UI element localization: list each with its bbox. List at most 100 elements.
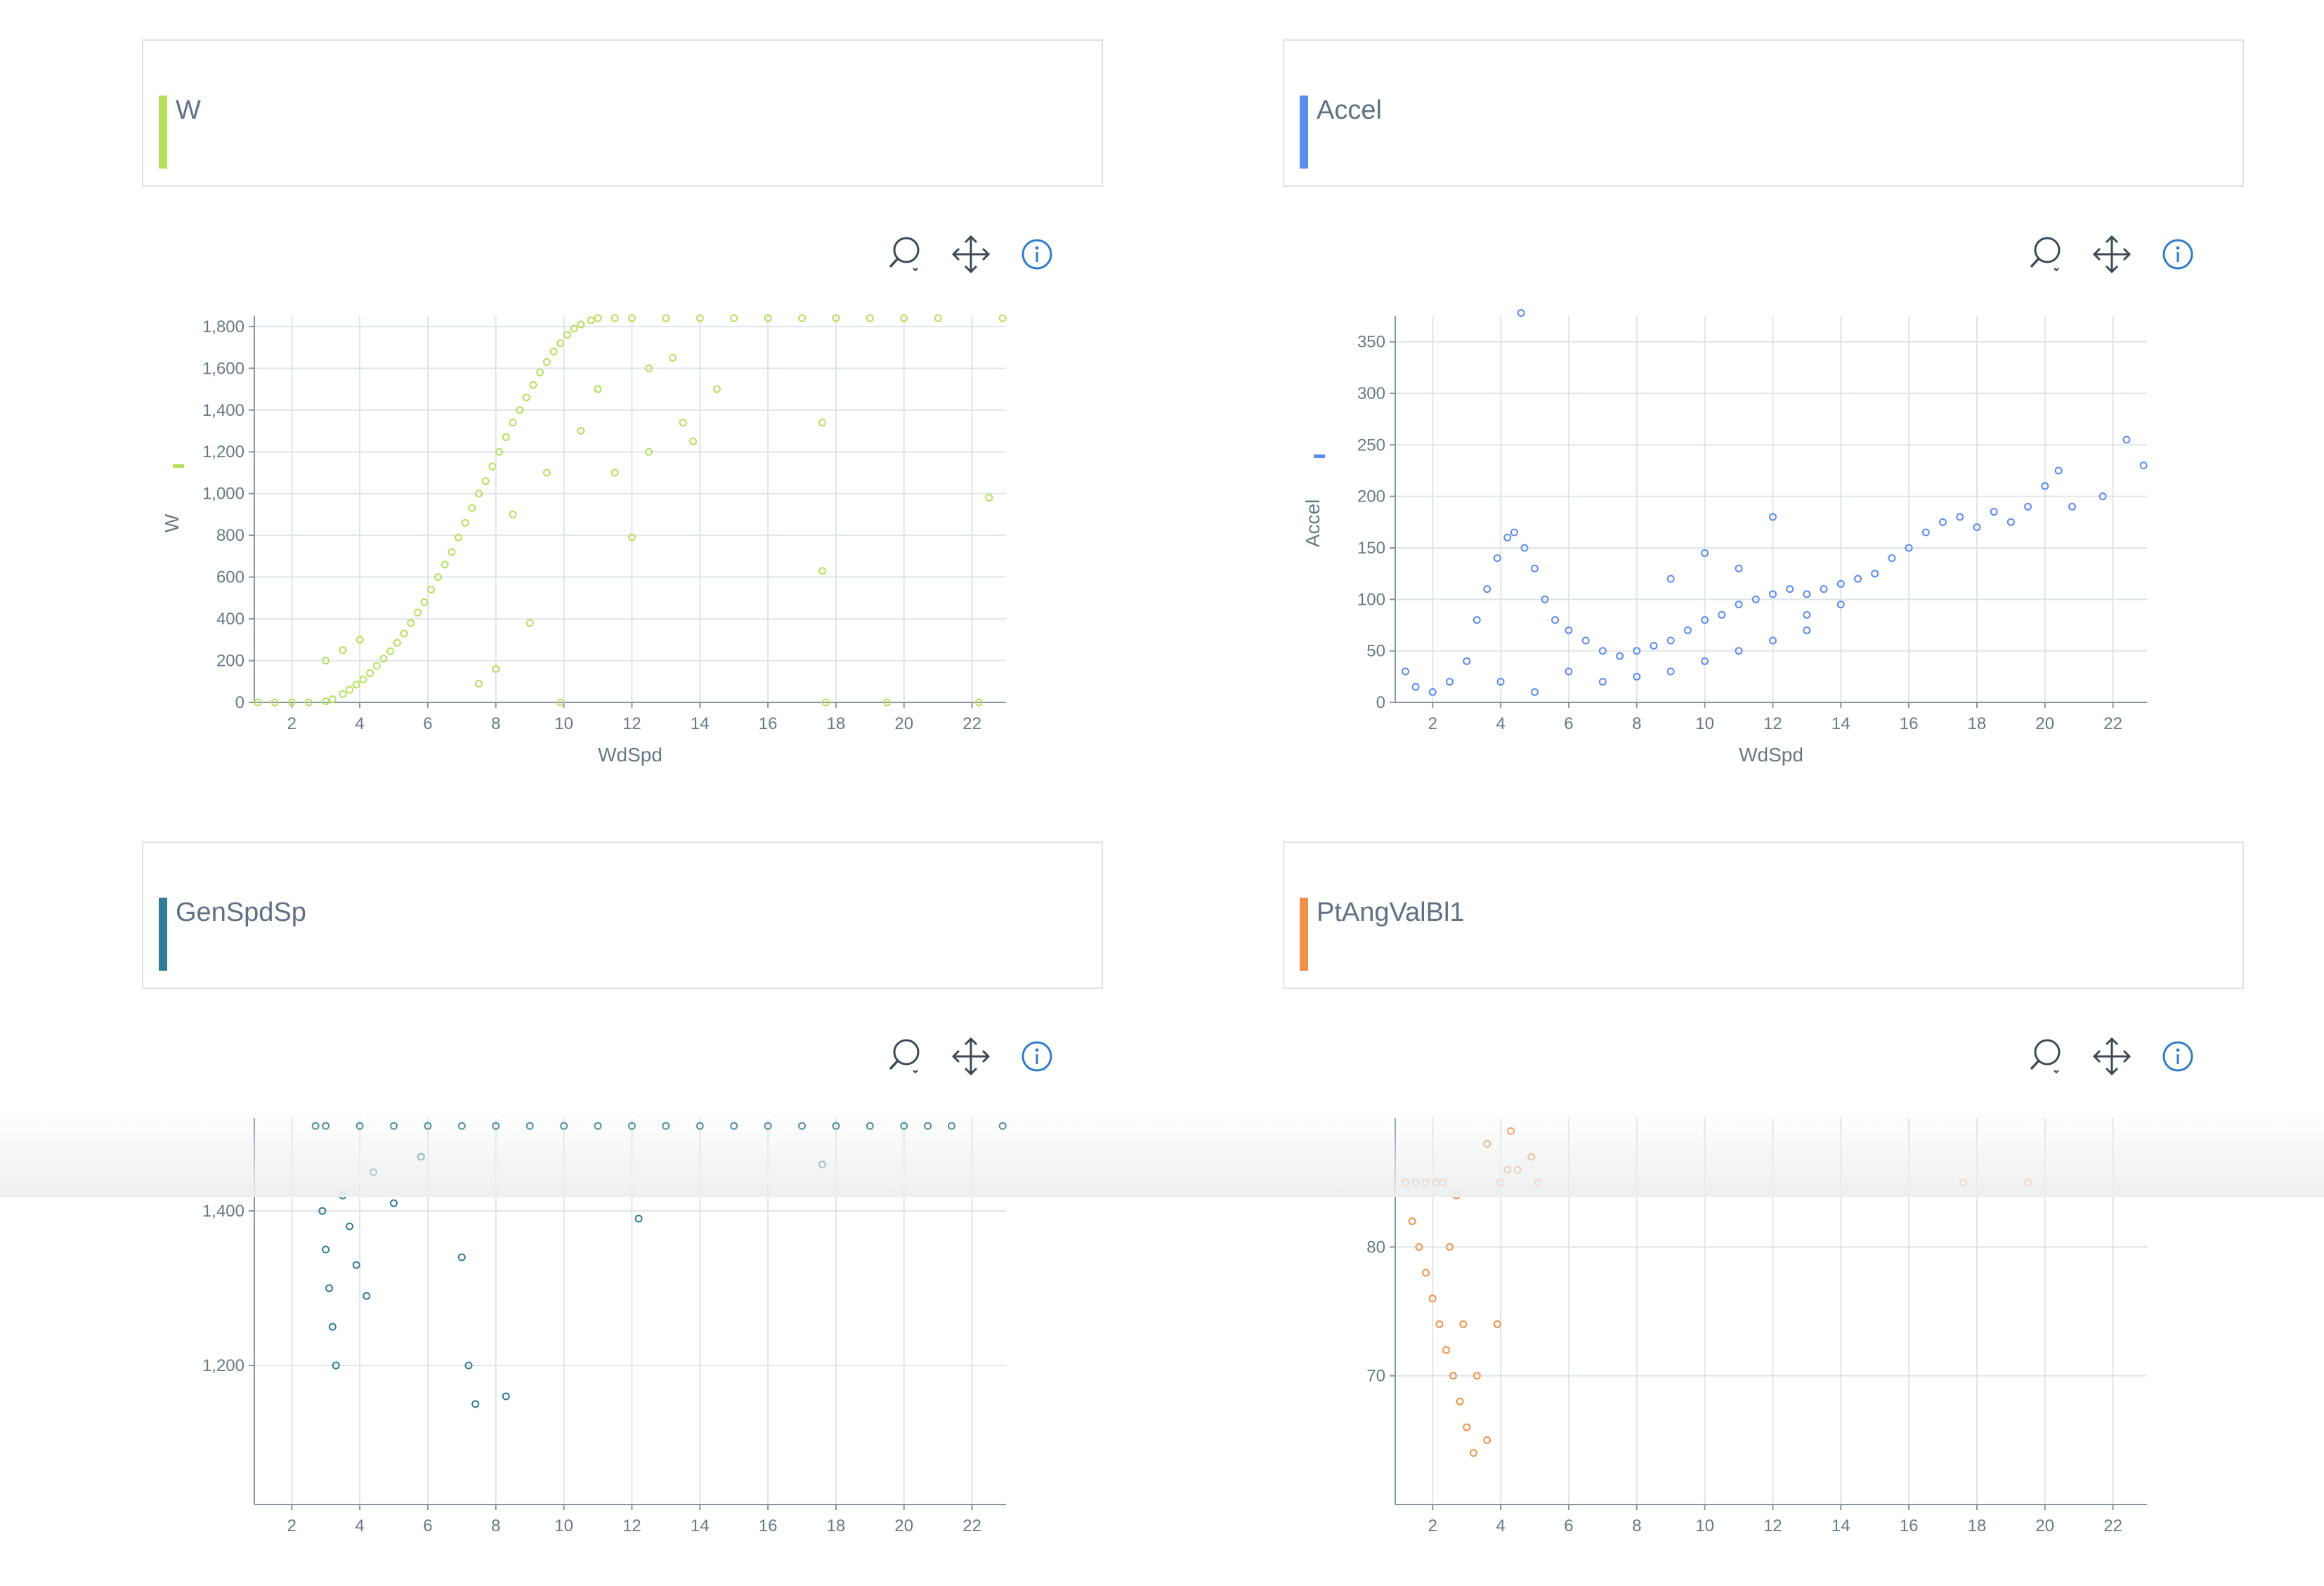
data-point — [611, 468, 619, 477]
zoom-icon[interactable] — [2028, 1035, 2070, 1077]
data-point — [1666, 667, 1675, 676]
chart-panel-ptangvalbl1: PtAngValBl1 2 4 6 8 10 12 14 16 18 20 22 70 80 — [1283, 841, 2245, 1586]
series-color-bar — [1300, 898, 1308, 971]
data-point — [1888, 554, 1896, 563]
data-point — [475, 490, 483, 498]
x-tick-label: 20 — [2035, 1516, 2054, 1535]
legend-marker — [173, 464, 184, 468]
data-point — [2054, 466, 2063, 475]
x-tick-label: 14 — [691, 1516, 710, 1535]
x-tick-label: 20 — [2035, 714, 2054, 733]
y-tick-label: 300 — [1357, 384, 1385, 403]
data-point — [363, 1292, 371, 1300]
data-point — [311, 1122, 320, 1130]
x-tick-label: 18 — [1968, 1516, 1987, 1535]
data-point — [2024, 1179, 2032, 1187]
data-point — [1768, 590, 1777, 598]
y-tick-label: 100 — [1357, 590, 1385, 609]
y-tick-label: 0 — [1376, 693, 1385, 712]
data-point — [556, 698, 565, 707]
data-point — [346, 1222, 354, 1231]
data-point — [1503, 1165, 1512, 1174]
data-point — [730, 314, 738, 322]
pan-icon[interactable] — [950, 1035, 992, 1077]
info-icon[interactable] — [2157, 1035, 2199, 1077]
data-point — [662, 1122, 670, 1130]
info-icon[interactable] — [1016, 1035, 1058, 1077]
y-tick-label: 250 — [1357, 435, 1385, 454]
data-point — [542, 468, 551, 477]
data-point — [2068, 502, 2076, 511]
data-point — [304, 698, 313, 707]
data-point — [832, 314, 840, 322]
zoom-icon[interactable] — [887, 233, 929, 275]
data-point — [1565, 626, 1573, 634]
x-tick-label: 18 — [1968, 714, 1987, 733]
x-tick-label: 10 — [1695, 1516, 1714, 1535]
x-tick-label: 10 — [1695, 714, 1714, 733]
panel-header: PtAngValBl1 — [1283, 841, 2244, 989]
data-point — [352, 1261, 360, 1269]
data-point — [866, 1122, 874, 1130]
data-point — [1956, 513, 1964, 521]
data-point — [1531, 688, 1539, 696]
info-icon[interactable] — [2157, 233, 2199, 275]
zoom-icon[interactable] — [887, 1035, 929, 1077]
data-point — [764, 314, 772, 322]
pan-icon[interactable] — [2091, 1035, 2133, 1077]
x-tick-label: 14 — [691, 714, 710, 733]
data-point — [998, 314, 1007, 322]
data-point — [594, 314, 602, 322]
data-point — [322, 1245, 330, 1254]
data-point — [287, 698, 296, 707]
x-tick-label: 22 — [962, 1516, 981, 1535]
y-tick-label: 80 — [1366, 1238, 1385, 1257]
data-point — [1836, 579, 1845, 588]
x-tick-label: 6 — [423, 714, 432, 733]
data-point — [339, 646, 347, 655]
data-point — [2139, 461, 2148, 470]
scatter-chart[interactable]: 2 4 6 8 10 12 14 16 18 20 22 0 200 400 600 800 1,000 1,20… — [142, 299, 1104, 784]
x-tick-label: 2 — [1428, 714, 1437, 733]
data-point — [1735, 601, 1743, 609]
data-point — [322, 697, 330, 706]
x-axis-label: WdSpd — [1739, 744, 1803, 766]
x-tick-label: 12 — [622, 714, 641, 733]
data-point — [645, 364, 653, 372]
x-tick-label: 16 — [759, 1516, 778, 1535]
data-point — [577, 320, 585, 329]
data-point — [2006, 518, 2015, 526]
data-point — [525, 619, 534, 627]
data-point — [1456, 1397, 1464, 1405]
chart-panel-genspdsp: GenSpdSp 2 4 6 8 10 12 14 16 18 20 22 1,200 1,400 — [142, 841, 1104, 1586]
series-color-bar — [1300, 96, 1308, 169]
data-point — [1701, 616, 1709, 624]
data-point — [2122, 435, 2131, 444]
x-tick-label: 22 — [2103, 714, 2122, 733]
scatter-chart[interactable]: 2 4 6 8 10 12 14 16 18 20 22 70 80 — [1283, 1101, 2245, 1586]
data-point — [1534, 1179, 1542, 1187]
x-tick-label: 6 — [423, 1516, 432, 1535]
zoom-icon[interactable] — [2028, 233, 2070, 275]
data-point — [1541, 595, 1549, 603]
x-tick-label: 12 — [1763, 714, 1782, 733]
scatter-chart[interactable]: 2 4 6 8 10 12 14 16 18 20 22 0 50 100 150 200 250 300 350 W… — [1283, 299, 2245, 784]
x-tick-label: 18 — [827, 714, 846, 733]
data-point — [587, 316, 595, 325]
data-point — [818, 567, 827, 575]
data-point — [390, 1199, 398, 1207]
data-point — [798, 1122, 807, 1130]
pan-icon[interactable] — [950, 233, 992, 275]
scatter-chart[interactable]: 2 4 6 8 10 12 14 16 18 20 22 1,200 1,400 — [142, 1101, 1104, 1586]
data-point — [1565, 667, 1573, 676]
info-icon[interactable] — [1016, 233, 1058, 275]
series-points — [1402, 1127, 2032, 1457]
panel-title: PtAngValBl1 — [1317, 898, 1465, 927]
panel-header: W — [142, 39, 1103, 187]
data-point — [254, 698, 262, 707]
data-point — [492, 664, 500, 673]
pan-icon[interactable] — [2091, 233, 2133, 275]
data-point — [594, 385, 602, 393]
data-point — [2024, 502, 2032, 511]
y-tick-label: 400 — [216, 610, 244, 629]
